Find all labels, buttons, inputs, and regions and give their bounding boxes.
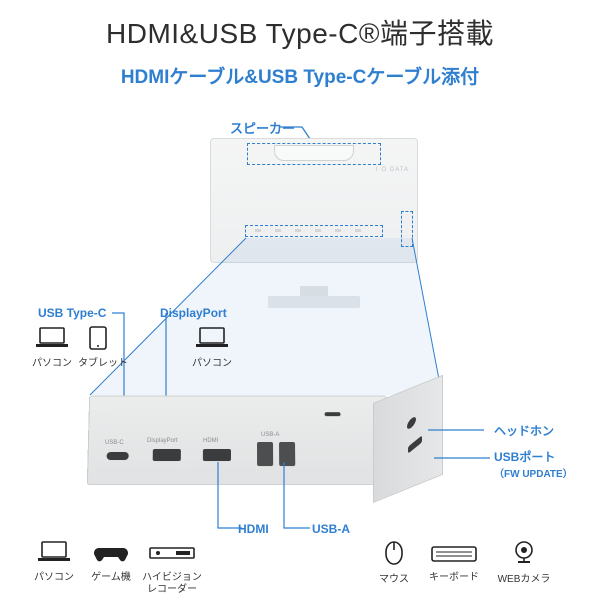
port-displayport xyxy=(153,449,181,461)
device-game: ゲーム機 xyxy=(86,540,136,584)
port-side-usb xyxy=(408,435,422,453)
laptop-icon xyxy=(194,326,230,350)
port-misc-slot xyxy=(325,412,341,416)
usbport-fw-l2: （FW UPDATE） xyxy=(494,469,573,480)
mouse-icon xyxy=(383,540,405,566)
speaker-callout: スピーカー xyxy=(230,118,295,137)
device-mouse-label: マウス xyxy=(372,574,416,586)
monitor-body: I·O DATA xyxy=(210,138,418,263)
device-pc-mid-label: パソコン xyxy=(190,358,234,370)
closeup-label-usba: USB-A xyxy=(261,432,279,438)
device-webcam-label: WEBカメラ xyxy=(494,574,554,586)
keyboard-icon xyxy=(430,544,478,564)
device-pc-top-label: パソコン xyxy=(30,358,74,370)
monitor-stand-neck xyxy=(300,286,328,296)
page-title: HDMI&USB Type-C®端子搭載 xyxy=(0,0,600,52)
laptop-icon xyxy=(34,326,70,350)
closeup-label-dp: DisplayPort xyxy=(147,438,178,444)
device-pc-bottom: パソコン xyxy=(30,540,78,584)
port-usb-c xyxy=(107,452,129,460)
port-row-dashed-outline xyxy=(245,225,383,237)
port-headphone xyxy=(407,415,416,431)
port-usb-a-1 xyxy=(257,442,273,466)
page-subtitle: HDMIケーブル&USB Type-Cケーブル添付 xyxy=(0,62,600,89)
monitor-back-view: I·O DATA xyxy=(210,138,418,286)
device-tablet-top-label: タブレット xyxy=(78,358,118,370)
port-closeup-panel: USB-C DisplayPort HDMI USB-A xyxy=(88,395,443,513)
webcam-icon xyxy=(510,540,538,566)
side-slot-dashed-outline xyxy=(401,211,413,247)
usb-c-callout: USB Type-C xyxy=(38,306,106,320)
device-keyboard: キーボード xyxy=(424,544,484,584)
monitor-stand-base xyxy=(268,296,360,308)
hdmi-callout: HDMI xyxy=(238,522,269,536)
closeup-label-hdmi: HDMI xyxy=(203,438,218,444)
device-pc-bottom-label: パソコン xyxy=(30,572,78,584)
closeup-back: USB-C DisplayPort HDMI USB-A xyxy=(87,395,389,485)
closeup-side xyxy=(373,375,443,503)
device-webcam: WEBカメラ xyxy=(494,540,554,586)
device-game-label: ゲーム機 xyxy=(86,572,136,584)
monitor-brand: I·O DATA xyxy=(376,167,409,173)
device-keyboard-label: キーボード xyxy=(424,572,484,584)
usb-a-callout: USB-A xyxy=(312,522,350,536)
port-usb-a-2 xyxy=(279,442,295,466)
usbport-fw-l1: USBポート xyxy=(494,450,555,464)
device-tablet-top: タブレット xyxy=(78,326,118,370)
speaker-dashed-outline xyxy=(247,143,381,165)
closeup-label-usbc: USB-C xyxy=(105,440,124,446)
device-recorder-label: ハイビジョンレコーダー xyxy=(140,572,204,595)
device-pc-top: パソコン xyxy=(30,326,74,370)
tablet-icon xyxy=(88,326,108,350)
laptop-icon xyxy=(36,540,72,564)
displayport-callout: DisplayPort xyxy=(160,306,227,320)
usbport-fw-callout: USBポート （FW UPDATE） xyxy=(494,448,573,480)
device-mouse: マウス xyxy=(372,540,416,586)
device-pc-mid: パソコン xyxy=(190,326,234,370)
device-recorder: ハイビジョンレコーダー xyxy=(140,544,204,595)
headphone-callout: ヘッドホン xyxy=(494,422,554,439)
port-hdmi xyxy=(203,449,231,461)
gamepad-icon xyxy=(93,540,129,564)
recorder-icon xyxy=(148,544,196,564)
